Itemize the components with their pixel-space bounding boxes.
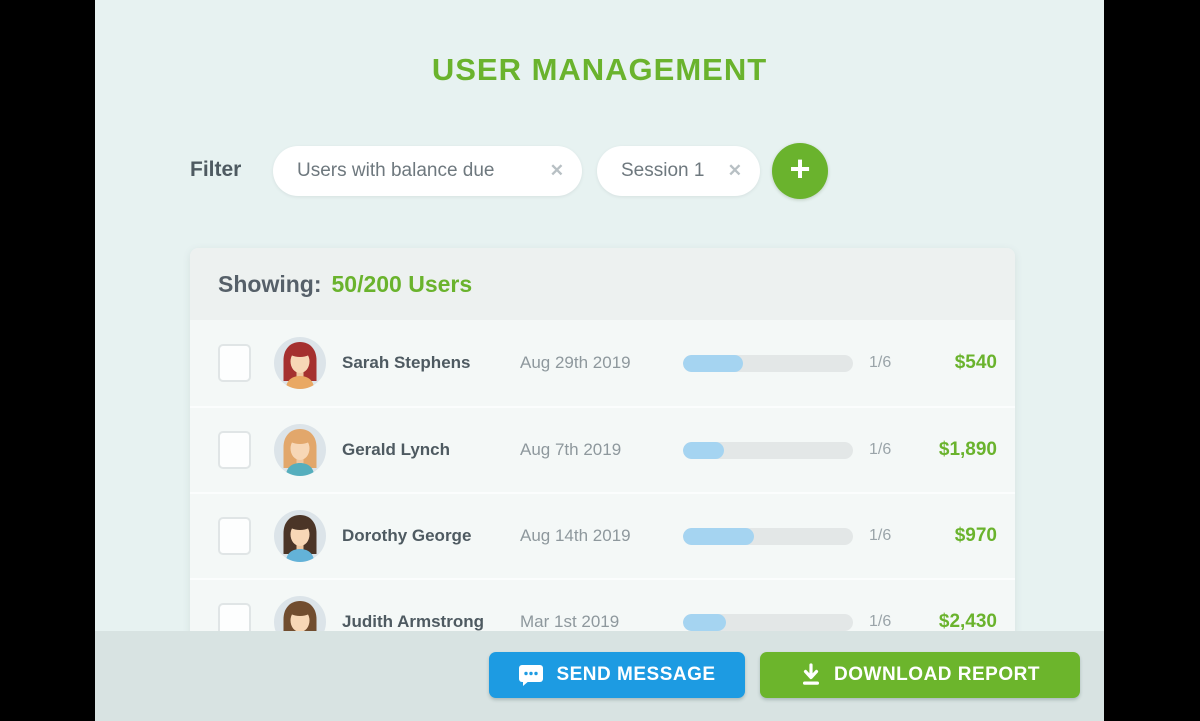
download-icon (800, 663, 822, 687)
row-checkbox[interactable] (218, 344, 251, 382)
close-icon[interactable]: ✕ (549, 161, 564, 180)
user-date: Aug 29th 2019 (520, 353, 631, 372)
message-bubble-icon (518, 663, 544, 687)
progress-bar (683, 527, 853, 545)
user-date: Aug 14th 2019 (520, 526, 631, 545)
send-message-button[interactable]: SEND MESSAGE (489, 652, 745, 698)
download-report-button[interactable]: DOWNLOAD REPORT (760, 652, 1080, 698)
filter-chip-label: Users with balance due (297, 160, 495, 181)
avatar (274, 424, 326, 476)
balance-amount: $2,430 (938, 611, 997, 632)
filter-chip-balance-due: Users with balance due ✕ (273, 146, 582, 196)
send-message-label: SEND MESSAGE (556, 664, 716, 685)
add-filter-button[interactable]: + (772, 143, 828, 199)
table-row: Gerald Lynch Aug 7th 2019 1/6 $1,890 (190, 406, 1015, 492)
progress-fill (683, 354, 743, 372)
panel-header: Showing: 50/200 Users (190, 248, 1015, 320)
user-name: Dorothy George (342, 526, 472, 545)
showing-label: Showing: (218, 270, 322, 297)
progress-fill (683, 527, 755, 545)
page-title: USER MANAGEMENT (431, 52, 768, 87)
progress-fill (683, 441, 724, 459)
footer-bar: SEND MESSAGE DOWNLOAD REPORT (95, 631, 1104, 721)
letterbox-right (1104, 0, 1200, 721)
user-name: Sarah Stephens (342, 353, 471, 372)
balance-amount: $1,890 (938, 439, 997, 460)
users-panel: Showing: 50/200 Users Sarah Stephens Aug (190, 248, 1015, 666)
avatar (274, 337, 326, 389)
user-date: Mar 1st 2019 (520, 612, 620, 631)
progress-bar (683, 441, 853, 459)
row-checkbox[interactable] (218, 431, 251, 469)
close-icon[interactable]: ✕ (727, 161, 742, 180)
balance-amount: $540 (954, 352, 997, 373)
row-checkbox[interactable] (218, 517, 251, 555)
session-count: 1/6 (869, 527, 892, 544)
plus-icon: + (789, 148, 811, 189)
table-row: Sarah Stephens Aug 29th 2019 1/6 $540 (190, 320, 1015, 406)
user-date: Aug 7th 2019 (520, 440, 622, 459)
user-name: Gerald Lynch (342, 440, 451, 459)
filter-chip-session-1: Session 1 ✕ (597, 146, 760, 196)
user-name: Judith Armstrong (342, 612, 484, 631)
filter-label: Filter (190, 158, 242, 181)
table-row: Dorothy George Aug 14th 2019 1/6 $970 (190, 492, 1015, 578)
filter-chip-label: Session 1 (621, 160, 705, 181)
letterbox-left (0, 0, 95, 721)
session-count: 1/6 (869, 613, 892, 630)
app-window: USER MANAGEMENT Filter Users with balanc… (95, 0, 1104, 721)
session-count: 1/6 (869, 354, 892, 371)
session-count: 1/6 (869, 441, 892, 458)
progress-bar (683, 354, 853, 372)
showing-count: 50/200 Users (331, 270, 473, 297)
progress-bar (683, 613, 853, 631)
balance-amount: $970 (954, 525, 997, 546)
progress-fill (683, 613, 726, 631)
avatar (274, 510, 326, 562)
download-report-label: DOWNLOAD REPORT (834, 664, 1040, 685)
